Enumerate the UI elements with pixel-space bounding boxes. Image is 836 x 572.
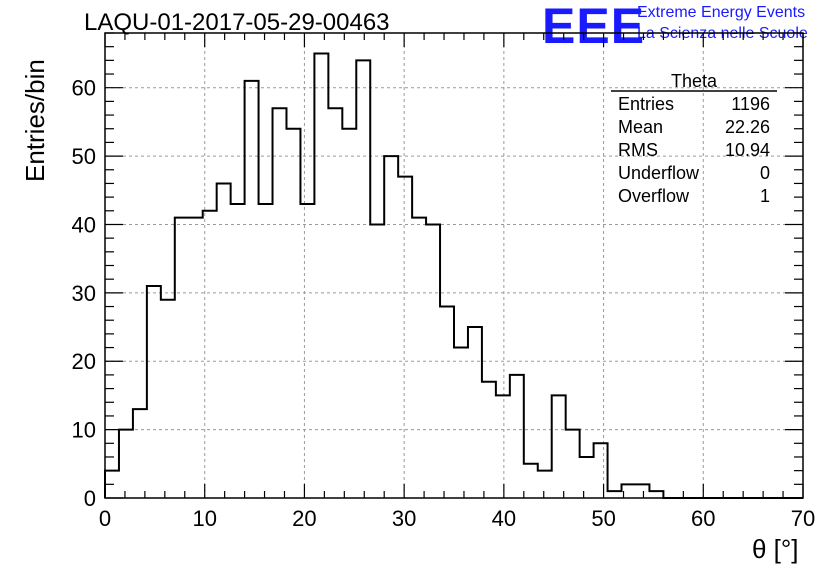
x-tick-label: 70 [791,506,815,531]
histogram-bin [147,286,161,498]
histogram-bin [314,54,328,498]
histogram-bin [468,327,482,498]
stats-value: 10.94 [725,140,770,160]
stats-box: Theta Entries 1196 Mean 22.26 RMS 10.94 Underfl… [611,71,777,206]
stats-value: 0 [760,163,770,183]
histogram-bin [580,457,594,498]
histogram-bin [356,60,370,498]
x-tick-label: 40 [492,506,516,531]
histogram-bin [342,129,356,498]
histogram-bin [524,464,538,498]
x-tick-label: 20 [292,506,316,531]
histogram-bin [203,211,217,498]
histogram-outline [104,52,803,499]
histogram-bin [426,224,440,498]
histogram-bin [608,491,622,498]
grid-lines [105,33,803,498]
x-tick-label: 30 [392,506,416,531]
y-tick-label: 10 [72,418,96,443]
histogram-bin [300,204,314,498]
y-tick-label: 60 [72,76,96,101]
histogram-bin [231,204,245,498]
stats-label: Entries [618,94,674,114]
x-tick-label: 10 [192,506,216,531]
histogram-bin [273,108,287,498]
histogram-bin [328,108,342,498]
histogram-bin [635,484,649,498]
stats-title: Theta [671,71,718,91]
axis-ticks [104,32,804,499]
histogram-bin [649,491,663,498]
histogram-bin [175,218,189,498]
eee-logo: EEE [542,0,646,54]
x-axis-label: θ [°] [752,534,799,564]
stats-label: Mean [618,117,663,137]
histogram-bin [398,177,412,498]
histogram-bin [370,224,384,498]
stats-value: 1196 [731,94,770,114]
stats-value: 22.26 [725,117,770,137]
histogram-bin [286,129,300,498]
x-tick-label: 60 [691,506,715,531]
y-tick-label: 50 [72,144,96,169]
x-tick-label: 50 [591,506,615,531]
histogram-bin [440,307,454,498]
histogram-bin [161,300,175,498]
stats-value: 1 [760,186,770,206]
stats-label: RMS [618,140,658,160]
x-tick-label: 0 [99,506,111,531]
histogram-bin [538,471,552,498]
histogram-bin [189,218,203,498]
histogram-bin [510,375,524,498]
histogram-bin [566,430,580,498]
histogram-steps [104,52,803,499]
histogram-bin [119,430,133,498]
histogram-bin [412,218,426,498]
run-title: LAQU-01-2017-05-29-00463 [84,9,390,36]
histogram-bin [245,81,259,498]
histogram-bin [384,156,398,498]
histogram-bin [482,382,496,498]
y-tick-label: 30 [72,281,96,306]
histogram-bin [552,395,566,498]
histogram-bin [496,395,510,498]
histogram-bin [594,443,608,498]
y-tick-label: 40 [72,212,96,237]
logo-subtitle-line1: Extreme Energy Events [637,4,806,21]
y-tick-label: 20 [72,349,96,374]
stats-label: Overflow [618,186,690,206]
y-tick-label: 0 [84,486,96,511]
histogram-bin [259,204,273,498]
histogram-bin [217,183,231,498]
stats-label: Underflow [618,163,700,183]
histogram-bin [133,409,147,498]
histogram-bin [454,348,468,498]
